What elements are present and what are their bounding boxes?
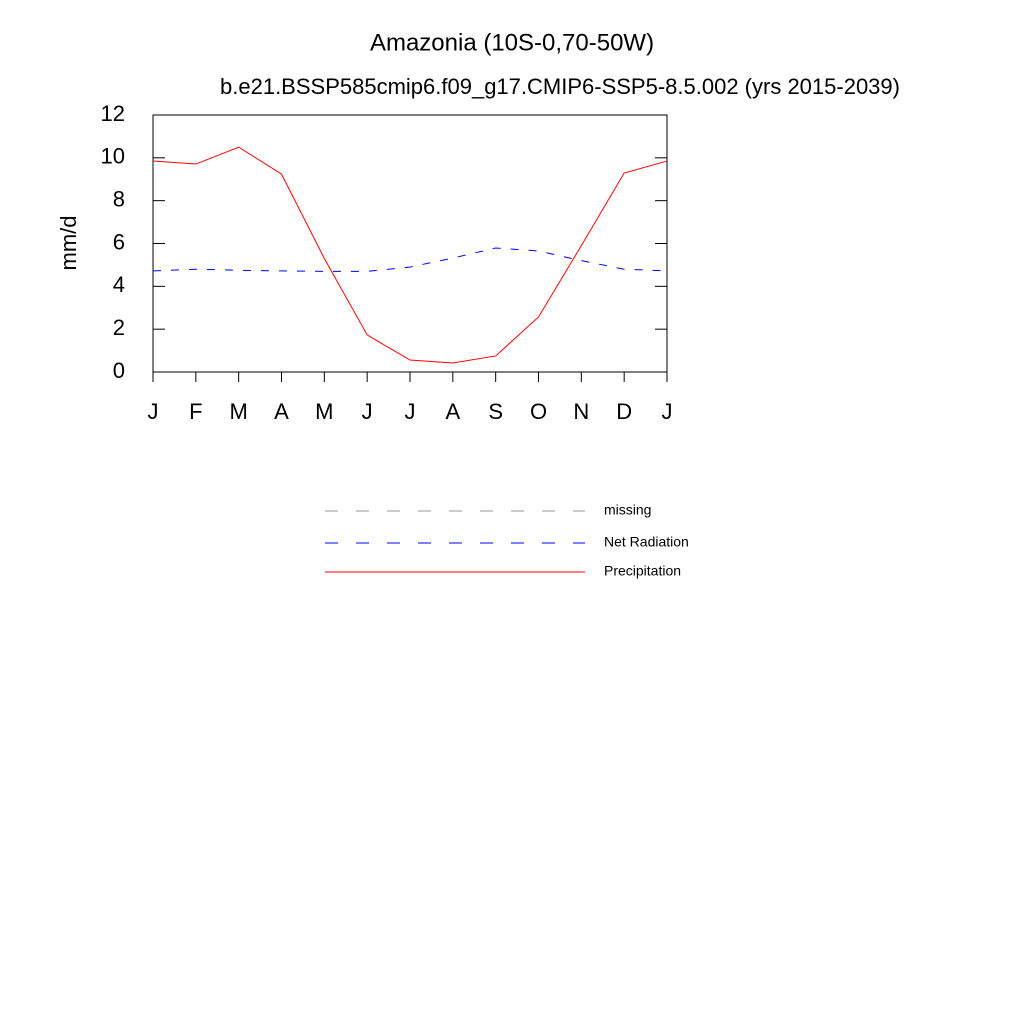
y-tick-label: 0 (113, 358, 125, 383)
x-tick-label: J (362, 399, 373, 424)
series-line (152, 247, 668, 272)
x-tick-label: D (616, 399, 632, 424)
y-tick-label: 12 (101, 101, 125, 126)
legend-label: Net Radiation (604, 534, 689, 550)
x-tick-label: J (662, 399, 673, 424)
x-tick-label: M (315, 399, 333, 424)
plot-frame (152, 114, 668, 373)
y-tick-label: 8 (113, 186, 125, 211)
x-tick-label: J (405, 399, 416, 424)
legend-label: Precipitation (604, 563, 681, 579)
x-tick-label: O (530, 399, 547, 424)
x-tick-label: A (445, 399, 460, 424)
legend-label: missing (604, 502, 651, 518)
x-tick-label: F (189, 399, 202, 424)
y-tick-label: 2 (113, 315, 125, 340)
y-axis-label: mm/d (56, 216, 81, 271)
y-tick-label: 6 (113, 229, 125, 254)
x-tick-label: J (148, 399, 159, 424)
y-tick-label: 10 (101, 144, 125, 169)
x-tick-label: S (488, 399, 503, 424)
x-tick-label: N (573, 399, 589, 424)
series-line (152, 146, 668, 364)
y-tick-label: 4 (113, 272, 125, 297)
x-tick-label: A (274, 399, 289, 424)
x-tick-label: M (230, 399, 248, 424)
chart-subtitle: b.e21.BSSP585cmip6.f09_g17.CMIP6-SSP5-8.… (220, 74, 900, 99)
chart-title: Amazonia (10S-0,70-50W) (370, 29, 654, 56)
